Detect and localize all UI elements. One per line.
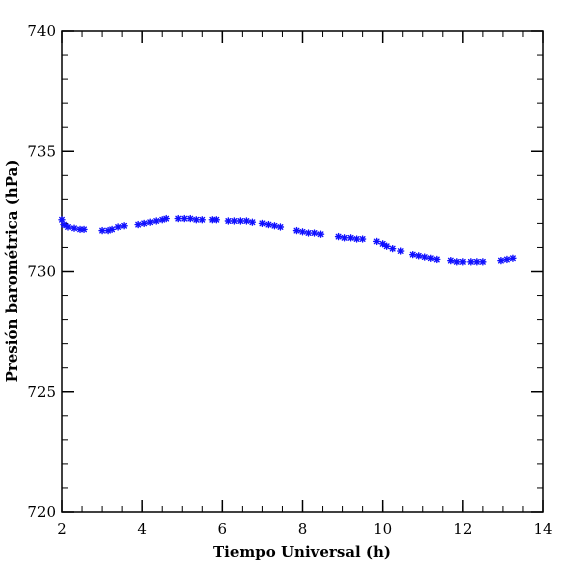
x-tick-label: 8 <box>298 520 308 538</box>
y-tick-label: 735 <box>27 142 56 160</box>
axis-ticks <box>61 30 544 513</box>
x-tick-label: 10 <box>373 520 392 538</box>
x-tick-label: 14 <box>533 520 552 538</box>
data-point <box>352 235 361 243</box>
data-point <box>186 214 194 223</box>
data-point <box>120 222 128 230</box>
data-point <box>503 255 511 264</box>
data-point <box>334 232 343 241</box>
data-point <box>433 255 441 264</box>
data-point <box>64 223 72 231</box>
data-point <box>415 252 423 260</box>
data-point <box>292 226 301 235</box>
data-point <box>230 217 239 225</box>
data-point <box>258 219 267 228</box>
x-tick-label: 4 <box>137 520 147 538</box>
data-point <box>409 250 417 259</box>
data-point <box>70 224 78 232</box>
data-point <box>372 237 381 246</box>
data-point <box>152 217 160 225</box>
data-point <box>509 254 517 262</box>
data-point <box>453 258 461 266</box>
data-point <box>80 225 88 234</box>
data-point <box>298 228 307 236</box>
y-tick-label: 725 <box>27 383 56 401</box>
data-point <box>340 234 349 242</box>
data-point <box>388 244 397 253</box>
data-point <box>310 229 319 237</box>
plot-frame <box>61 30 544 513</box>
data-point <box>212 216 221 224</box>
data-point <box>397 247 405 255</box>
data-point <box>421 253 429 261</box>
data-point <box>162 214 170 223</box>
data-point <box>382 242 391 250</box>
y-tick-label: 740 <box>27 22 56 40</box>
data-point <box>264 220 273 229</box>
data-point <box>108 225 116 234</box>
data-point <box>134 220 142 229</box>
x-tick-label: 12 <box>453 520 472 538</box>
y-tick-label: 720 <box>27 503 56 521</box>
data-point <box>114 223 122 231</box>
y-tick-label: 730 <box>27 263 56 281</box>
data-point <box>198 216 206 224</box>
data-point <box>98 226 106 235</box>
data-point <box>60 220 68 229</box>
data-point <box>346 234 355 242</box>
data-point <box>479 258 487 266</box>
data-series <box>58 214 517 266</box>
data-point <box>180 214 188 223</box>
data-point <box>447 256 455 265</box>
data-point <box>242 217 251 225</box>
data-point <box>174 214 182 223</box>
data-point <box>316 230 325 238</box>
data-point <box>146 218 154 226</box>
data-point <box>224 217 233 225</box>
data-point <box>473 258 481 266</box>
axis-tick-labels: 2 4 6 8 10 12 14 720 725 730 735 740 <box>27 22 552 538</box>
data-point <box>304 229 313 237</box>
data-point <box>236 217 245 225</box>
x-axis-title: Tiempo Universal (h) <box>213 543 391 561</box>
y-axis-title: Presión barométrica (hPa) <box>3 160 21 383</box>
data-point <box>140 219 148 228</box>
data-point <box>276 223 285 231</box>
data-point <box>497 256 505 265</box>
data-point <box>192 216 200 224</box>
data-point <box>270 222 279 230</box>
data-point <box>427 254 435 262</box>
data-point <box>358 235 367 243</box>
data-point <box>459 258 467 266</box>
x-tick-label: 6 <box>218 520 228 538</box>
x-tick-label: 2 <box>57 520 67 538</box>
data-point <box>467 258 475 266</box>
data-point <box>248 218 257 226</box>
